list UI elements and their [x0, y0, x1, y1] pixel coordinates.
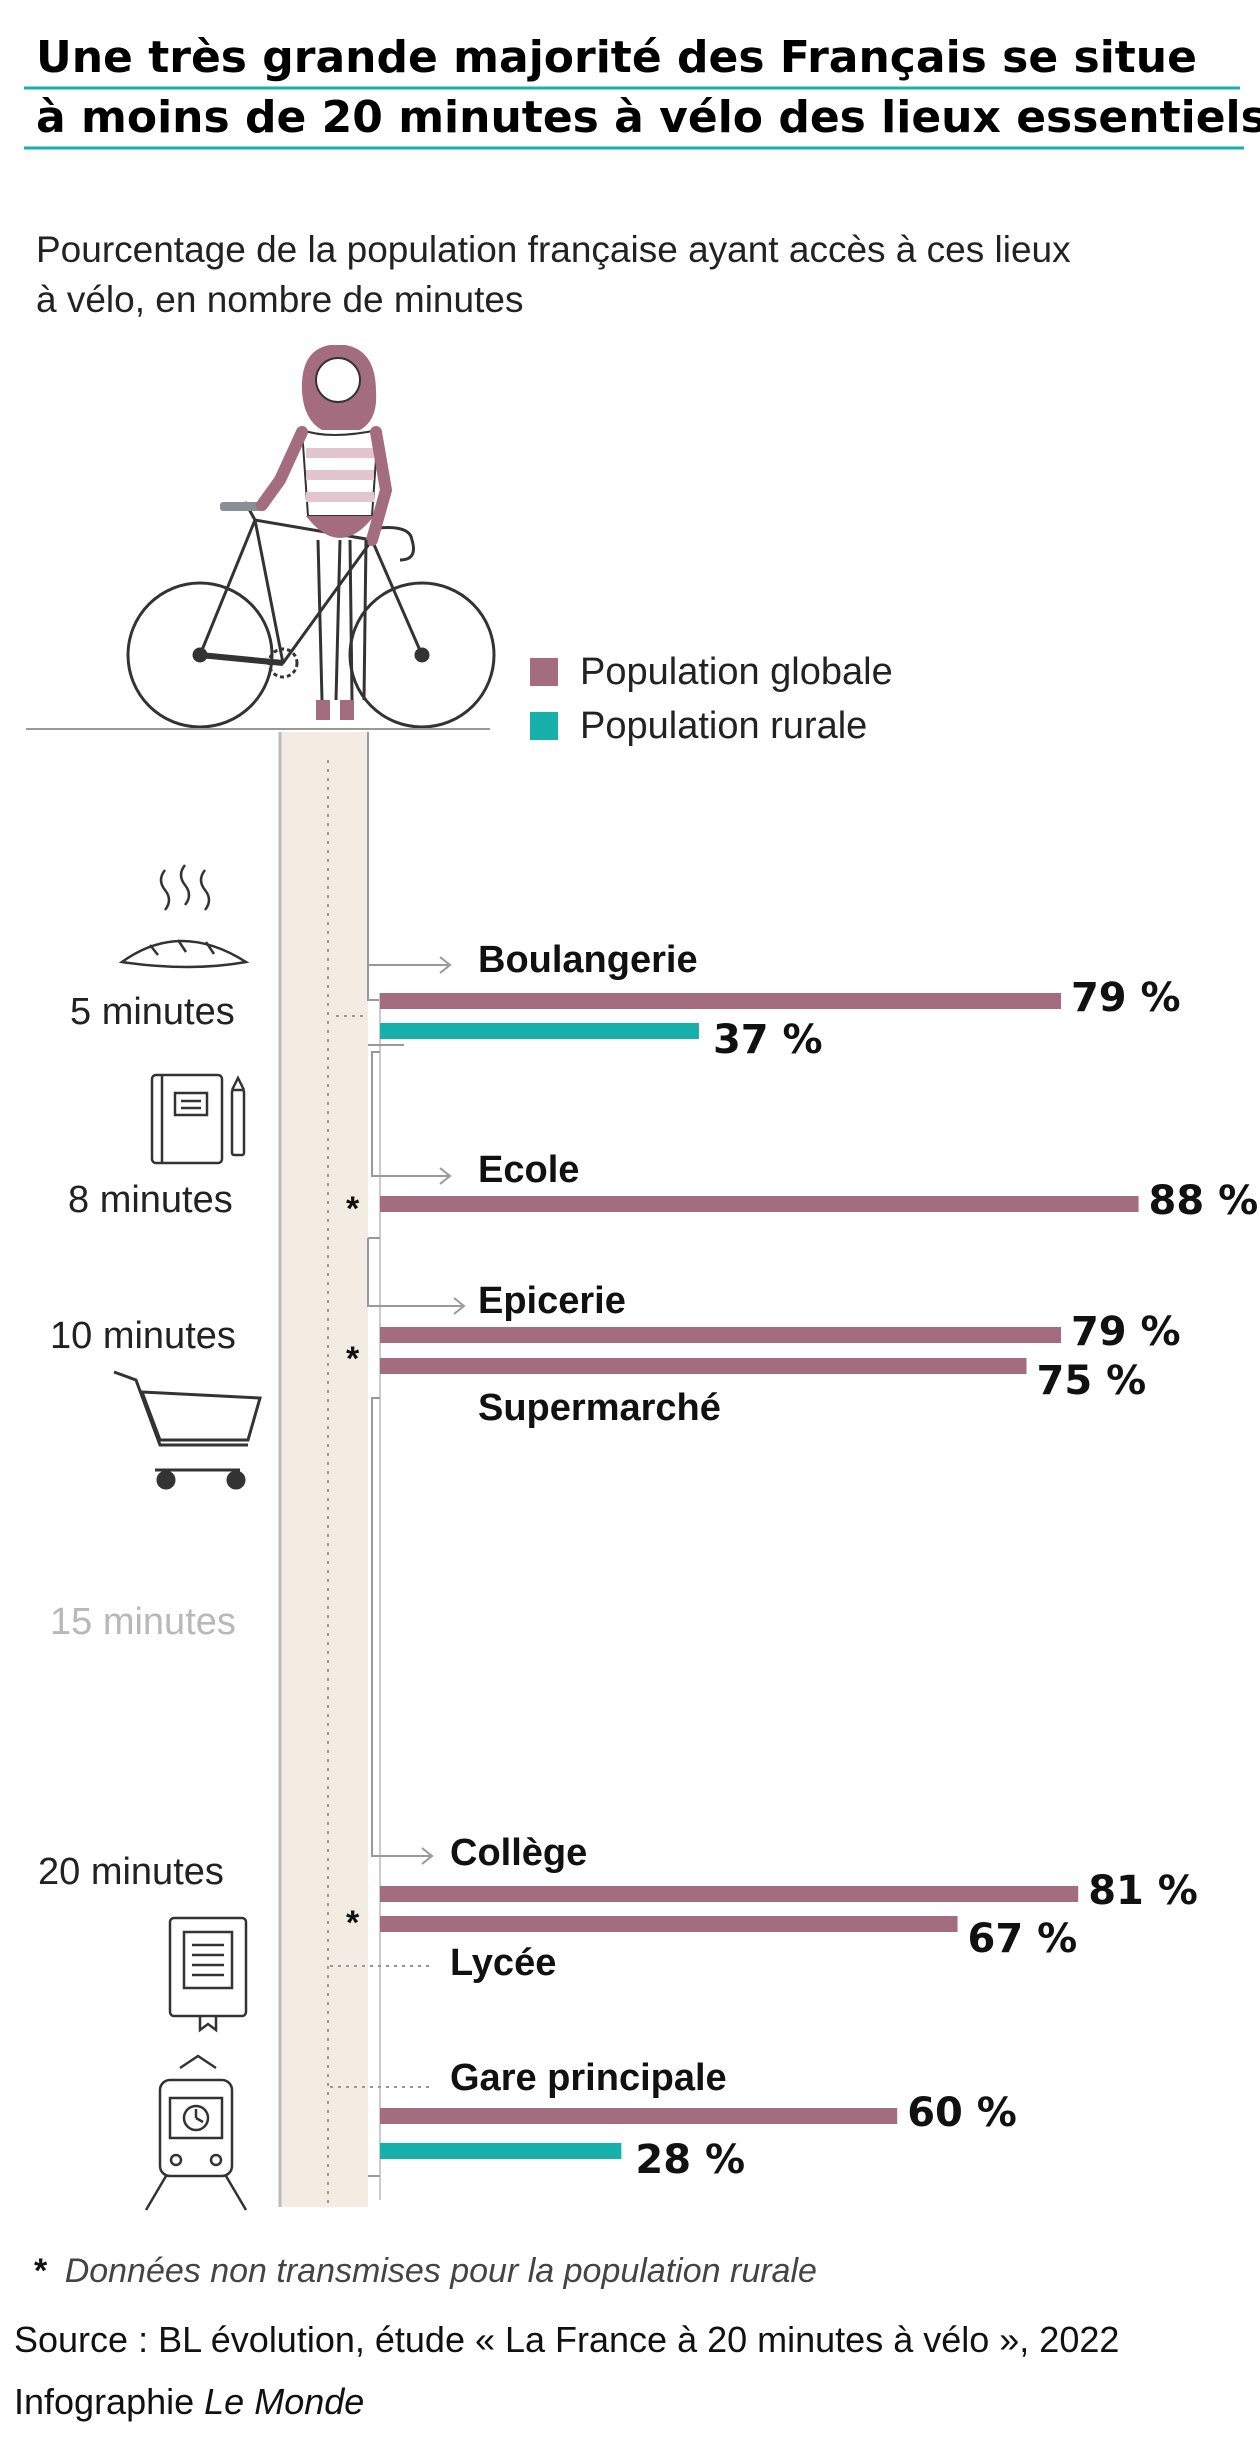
title-line-2: à moins de 20 minutes à vélo des lieux e…: [36, 92, 1260, 143]
value-global-boulangerie: 79 %: [1071, 975, 1181, 1021]
legend-label-rural: Population rurale: [580, 705, 867, 747]
cyclist-illustration: [126, 345, 496, 729]
time-label-15: 15 minutes: [50, 1601, 236, 1643]
source-text: Source : BL évolution, étude « La France…: [14, 2319, 1119, 2360]
bar-global-lycee: [380, 1916, 958, 1932]
footnote-mark: *: [34, 2252, 48, 2290]
value-global-gare-principale: 60 %: [907, 2090, 1017, 2136]
place-name-lycee: Lycée: [450, 1942, 556, 1984]
bar-global-ecole: [380, 1196, 1139, 1212]
time-label-8: 8 minutes: [68, 1179, 233, 1221]
road: [278, 732, 381, 2207]
legend-label-global: Population globale: [580, 651, 893, 693]
time-label-10: 10 minutes: [50, 1315, 236, 1357]
place-name-supermarche: Supermarché: [478, 1387, 721, 1429]
place-name-boulangerie: Boulangerie: [478, 939, 698, 981]
value-rural-gare-principale: 28 %: [635, 2137, 745, 2183]
notebook-icon: [150, 1073, 246, 1165]
legend-swatch-rural: [530, 712, 558, 740]
footnote: * Données non transmises pour la populat…: [34, 2252, 817, 2290]
credit: Infographie Le Monde: [14, 2381, 364, 2422]
value-global-college: 81 %: [1088, 1868, 1198, 1914]
connectors: [330, 956, 466, 2177]
legend-swatch-global: [530, 658, 558, 686]
bar-global-boulangerie: [380, 993, 1061, 1009]
legend: Population globale Population rurale: [530, 651, 893, 747]
subtitle-line-2: à vélo, en nombre de minutes: [36, 279, 523, 320]
shopping-cart-icon: [113, 1370, 262, 1490]
credit-prefix: Infographie: [14, 2381, 204, 2422]
subtitle-line-1: Pourcentage de la population française a…: [36, 229, 1071, 270]
bar-rural-boulangerie: [380, 1023, 699, 1039]
value-global-ecole: 88 %: [1149, 1178, 1259, 1224]
place-name-epicerie: Epicerie: [478, 1280, 626, 1322]
value-global-supermarche: 75 %: [1037, 1358, 1147, 1404]
asterisk-college: *: [346, 1904, 360, 1942]
title-line-1: Une très grande majorité des Français se…: [36, 32, 1197, 83]
place-name-gare-principale: Gare principale: [450, 2057, 727, 2099]
bar-global-epicerie: [380, 1327, 1061, 1343]
place-name-ecole: Ecole: [478, 1149, 579, 1191]
value-global-lycee: 67 %: [968, 1916, 1078, 1962]
value-rural-boulangerie: 37 %: [713, 1017, 823, 1063]
bar-global-supermarche: [380, 1358, 1027, 1374]
credit-name: Le Monde: [204, 2381, 364, 2422]
bicycle-icon: [126, 501, 496, 729]
bar-rural-gare-principale: [380, 2143, 622, 2159]
asterisk-epicerie: *: [346, 1340, 360, 1378]
value-global-epicerie: 79 %: [1071, 1309, 1181, 1355]
place-name-college: Collège: [450, 1832, 587, 1874]
bar-global-gare-principale: [380, 2108, 898, 2124]
bars-layer: Boulangerie 79 % 37 % Ecole 88 % Epicerie 79 %…: [380, 939, 1258, 2183]
time-label-5: 5 minutes: [70, 991, 235, 1033]
book-icon: [168, 1916, 248, 2033]
asterisk-ecole: *: [346, 1190, 360, 1228]
tram-icon: [144, 2054, 248, 2211]
footnote-text: Données non transmises pour la populatio…: [65, 2252, 817, 2290]
bar-global-college: [380, 1886, 1079, 1902]
time-label-20: 20 minutes: [38, 1851, 224, 1893]
bread-icon: [118, 864, 250, 969]
woman-figure: [256, 345, 393, 720]
